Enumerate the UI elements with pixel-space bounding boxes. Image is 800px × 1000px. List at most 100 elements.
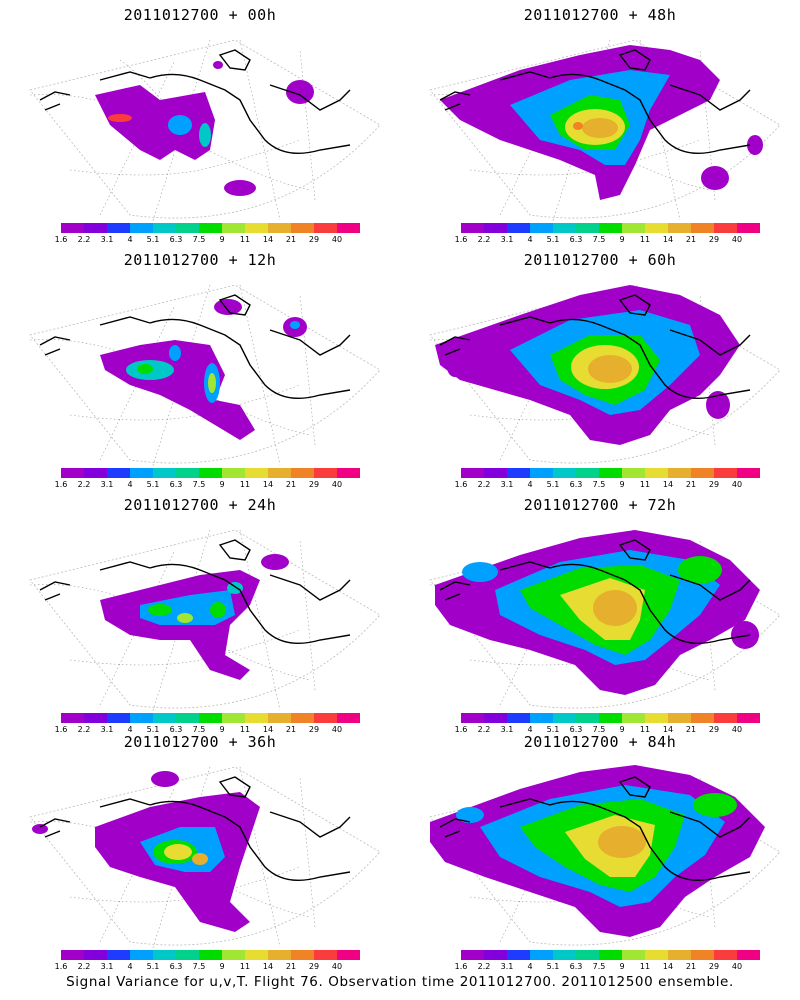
- colorbar-labels: 1.6 2.2 3.1 4 5.1 6.3 7.5 9 11 14 21 29 …: [55, 962, 360, 972]
- colorbar-label: 2.2: [77, 480, 91, 489]
- colorbar-label: 5.1: [546, 480, 560, 489]
- colorbar-label: 4: [127, 962, 133, 971]
- colorbar-swatch: [245, 223, 268, 233]
- map-panel: 2011012700 + 00h: [0, 0, 400, 250]
- colorbar-swatch: [314, 468, 337, 478]
- colorbar-swatch: [737, 950, 760, 960]
- colorbar-label: 14: [262, 235, 274, 244]
- map-panel: 2011012700 + 36h: [0, 727, 400, 977]
- colorbar-label: 7.5: [592, 725, 606, 734]
- colorbar-swatch: [153, 468, 176, 478]
- colorbar-swatch: [461, 713, 484, 723]
- signal-variance-map: [29, 39, 381, 231]
- colorbar-swatch: [553, 468, 576, 478]
- colorbar-label: 29: [308, 962, 320, 971]
- map-panel: 2011012700 + 72h: [400, 490, 800, 740]
- colorbar-label: 7.5: [592, 235, 606, 244]
- colorbar-swatch: [507, 713, 530, 723]
- colorbar-label: 14: [262, 962, 274, 971]
- colorbar-label: 5.1: [146, 480, 160, 489]
- colorbar-labels: 1.6 2.2 3.1 4 5.1 6.3 7.5 9 11 14 21 29 …: [55, 725, 360, 735]
- domain-outline: [429, 529, 781, 709]
- colorbar-swatch: [668, 950, 691, 960]
- colorbar-label: 40: [331, 725, 343, 734]
- colorbar-label: 21: [685, 725, 697, 734]
- signal-variance-map: [429, 529, 781, 709]
- colorbar-label: 29: [708, 480, 720, 489]
- colorbar-swatch: [84, 468, 107, 478]
- colorbar-label: 21: [685, 235, 697, 244]
- colorbar-swatch: [714, 223, 737, 233]
- colorbar-label: 3.1: [500, 962, 514, 971]
- colorbar-label: 2.2: [477, 235, 491, 244]
- signal-variance-map: [429, 765, 781, 946]
- colorbar-swatch: [576, 713, 599, 723]
- map-panel: 2011012700 + 48h: [400, 0, 800, 250]
- variance-field: [430, 765, 765, 937]
- colorbar-swatch: [153, 713, 176, 723]
- colorbar-swatch: [622, 713, 645, 723]
- colorbar: [61, 950, 360, 960]
- colorbar-label: 6.3: [569, 480, 583, 489]
- colorbar-label: 11: [239, 235, 251, 244]
- colorbar-label: 5.1: [146, 962, 160, 971]
- colorbar-label: 7.5: [592, 962, 606, 971]
- colorbar-swatch: [199, 713, 222, 723]
- colorbar-label: 3.1: [500, 235, 514, 244]
- colorbar: [61, 223, 360, 233]
- colorbar-label: 5.1: [146, 725, 160, 734]
- colorbar-label: 9: [619, 235, 625, 244]
- graticule: [429, 294, 716, 461]
- colorbar-swatch: [668, 223, 691, 233]
- graticule: [29, 39, 316, 231]
- colorbar: [461, 713, 760, 723]
- graticule: [429, 776, 716, 943]
- colorbar-swatch: [268, 950, 291, 960]
- panel-title: 2011012700 + 48h: [523, 6, 677, 24]
- colorbar-swatch: [222, 950, 245, 960]
- panel-title: 2011012700 + 84h: [523, 733, 677, 751]
- colorbar-swatch: [507, 950, 530, 960]
- colorbar-swatch: [530, 223, 553, 233]
- colorbar-label: 1.6: [54, 235, 68, 244]
- colorbar-label: 1.6: [54, 480, 68, 489]
- variance-field: [100, 554, 289, 680]
- variance-field: [435, 285, 740, 445]
- colorbar-swatch: [337, 950, 360, 960]
- colorbar-label: 3.1: [100, 962, 114, 971]
- coastlines: [439, 776, 751, 881]
- figure-caption: Signal Variance for u,v,T. Flight 76. Ob…: [66, 974, 734, 990]
- coastlines: [439, 294, 751, 399]
- colorbar-swatch: [222, 223, 245, 233]
- colorbar-label: 4: [127, 235, 133, 244]
- colorbar-label: 21: [685, 480, 697, 489]
- colorbar-label: 21: [285, 480, 297, 489]
- colorbar-swatch: [337, 223, 360, 233]
- colorbar-label: 1.6: [454, 235, 468, 244]
- colorbar-labels: 1.6 2.2 3.1 4 5.1 6.3 7.5 9 11 14 21 29 …: [55, 480, 360, 490]
- colorbar-swatch: [737, 713, 760, 723]
- colorbar-swatch: [84, 713, 107, 723]
- colorbar-label: 4: [527, 962, 533, 971]
- variance-field: [32, 771, 260, 932]
- variance-field: [440, 45, 763, 200]
- colorbar-swatch: [291, 223, 314, 233]
- colorbar-swatch: [691, 468, 714, 478]
- colorbar-swatch: [576, 223, 599, 233]
- colorbar-label: 40: [731, 235, 743, 244]
- colorbar-label: 6.3: [169, 725, 183, 734]
- map-panel: 2011012700 + 24h: [0, 490, 400, 740]
- colorbar-swatch: [61, 223, 84, 233]
- colorbar-label: 9: [619, 962, 625, 971]
- colorbar-swatch: [668, 713, 691, 723]
- colorbar-swatch: [61, 713, 84, 723]
- colorbar-label: 6.3: [569, 725, 583, 734]
- colorbar-label: 6.3: [169, 235, 183, 244]
- colorbar-label: 14: [262, 480, 274, 489]
- colorbar-swatch: [553, 713, 576, 723]
- colorbar-label: 11: [639, 235, 651, 244]
- colorbar-label: 3.1: [100, 480, 114, 489]
- colorbar-swatch: [222, 713, 245, 723]
- colorbar-label: 11: [239, 480, 251, 489]
- colorbar-swatch: [314, 223, 337, 233]
